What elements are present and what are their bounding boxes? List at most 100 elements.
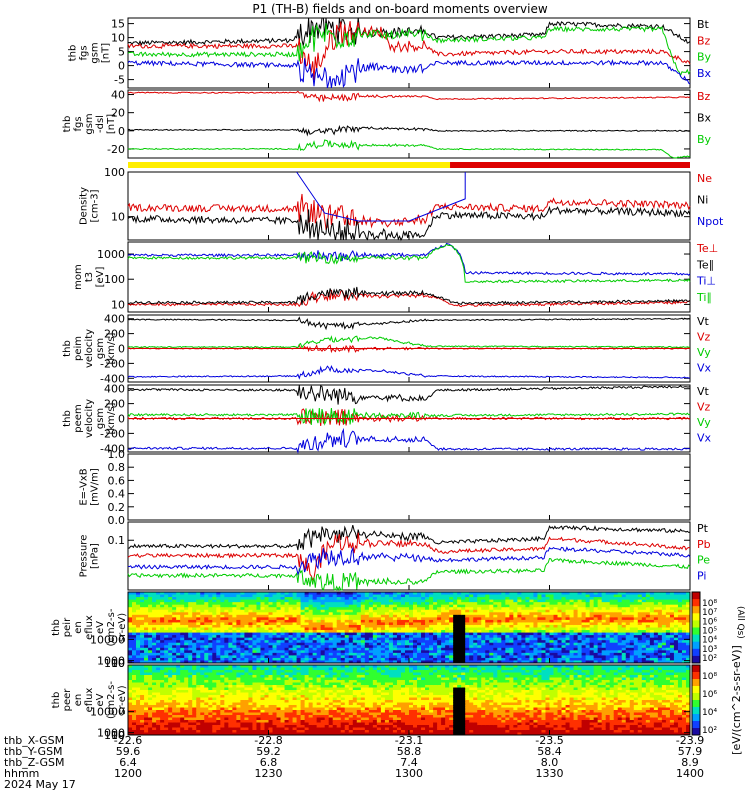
heatmap-cell	[597, 609, 603, 613]
heatmap-cell	[533, 635, 538, 639]
heatmap-cell	[577, 660, 583, 664]
heatmap-cell	[288, 622, 294, 626]
heatmap-cell	[188, 660, 193, 664]
heatmap-cell	[621, 619, 627, 623]
heatmap-cell	[208, 690, 213, 693]
heatmap-cell	[208, 657, 213, 661]
heatmap-cell	[164, 697, 169, 701]
heatmap-cell	[236, 650, 241, 654]
heatmap-cell	[465, 642, 470, 646]
heatmap-cell	[240, 667, 245, 671]
heatmap-cell	[284, 592, 290, 596]
heatmap-cell	[176, 697, 181, 701]
heatmap-cell	[160, 720, 165, 723]
heatmap-cell	[665, 597, 671, 601]
heatmap-cell	[172, 712, 177, 716]
heatmap-cell	[505, 627, 510, 631]
heatmap-cell	[180, 707, 185, 711]
heatmap-cell	[649, 612, 655, 616]
heatmap-cell	[489, 599, 494, 603]
heatmap-cell	[196, 650, 201, 654]
heatmap-cell	[621, 599, 627, 603]
heatmap-cell	[176, 627, 181, 631]
heatmap-cell	[156, 647, 161, 651]
heatmap-cell	[160, 715, 165, 718]
heatmap-cell	[537, 637, 542, 641]
heatmap-cell	[164, 627, 169, 631]
heatmap-cell	[148, 609, 153, 613]
heatmap-cell	[649, 622, 655, 626]
heatmap-cell	[256, 655, 261, 659]
heatmap-cell	[176, 675, 181, 678]
heatmap-cell	[445, 660, 450, 664]
heatmap-cell	[136, 687, 141, 691]
heatmap-cell	[216, 725, 221, 728]
heatmap-cell	[521, 657, 526, 661]
heatmap-cell	[545, 624, 550, 628]
heatmap-cell	[332, 632, 338, 636]
heatmap-cell	[336, 607, 342, 611]
heatmap-cell	[497, 597, 502, 601]
heatmap-cell	[445, 655, 450, 659]
heatmap-cell	[272, 650, 278, 654]
heatmap-cell	[332, 652, 338, 656]
heatmap-cell	[168, 645, 173, 649]
heatmap-cell	[172, 687, 177, 691]
heatmap-cell	[621, 640, 627, 644]
heatmap-cell	[172, 720, 177, 723]
heatmap-cell	[156, 730, 161, 733]
heatmap-cell	[296, 622, 302, 626]
heatmap-cell	[533, 637, 538, 641]
heatmap-cell	[136, 692, 141, 696]
heatmap-cell	[236, 612, 241, 616]
heatmap-cell	[593, 637, 599, 641]
heatmap-cell	[617, 627, 623, 631]
heatmap-cell	[605, 640, 611, 644]
heatmap-cell	[224, 642, 229, 646]
heatmap-cell	[421, 594, 426, 598]
heatmap-cell	[260, 604, 265, 608]
heatmap-cell	[617, 645, 623, 649]
heatmap-cell	[216, 722, 221, 726]
heatmap-cell	[320, 622, 326, 626]
heatmap-cell	[429, 642, 434, 646]
heatmap-cell	[188, 640, 193, 644]
heatmap-cell	[364, 599, 370, 603]
heatmap-cell	[384, 609, 390, 613]
heatmap-cell	[605, 604, 611, 608]
heatmap-cell	[645, 647, 651, 651]
heatmap-cell	[601, 640, 607, 644]
heatmap-cell	[621, 637, 627, 641]
heatmap-cell	[320, 614, 326, 618]
heatmap-cell	[629, 619, 635, 623]
heatmap-cell	[336, 652, 342, 656]
heatmap-cell	[364, 630, 370, 634]
heatmap-cell	[180, 627, 185, 631]
heatmap-cell	[565, 622, 571, 626]
heatmap-cell	[617, 640, 623, 644]
heatmap-cell	[449, 655, 454, 659]
heatmap-cell	[264, 622, 269, 626]
heatmap-cell	[384, 647, 390, 651]
heatmap-cell	[585, 592, 591, 596]
heatmap-cell	[445, 635, 450, 639]
heatmap-cell	[328, 645, 334, 649]
heatmap-cell	[156, 692, 161, 696]
heatmap-cell	[240, 707, 245, 711]
heatmap-cell	[437, 635, 442, 639]
heatmap-cell	[481, 607, 486, 611]
heatmap-cell	[260, 612, 265, 616]
heatmap-cell	[240, 630, 245, 634]
heatmap-cell	[364, 632, 370, 636]
heatmap-cell	[505, 609, 510, 613]
heatmap-cell	[577, 622, 583, 626]
heatmap-cell	[260, 637, 265, 641]
heatmap-cell	[288, 609, 294, 613]
heatmap-cell	[380, 635, 386, 639]
heatmap-cell	[232, 672, 237, 676]
heatmap-cell	[220, 672, 225, 676]
heatmap-cell	[344, 650, 350, 654]
heatmap-cell	[252, 602, 257, 606]
heatmap-cell	[569, 630, 575, 634]
